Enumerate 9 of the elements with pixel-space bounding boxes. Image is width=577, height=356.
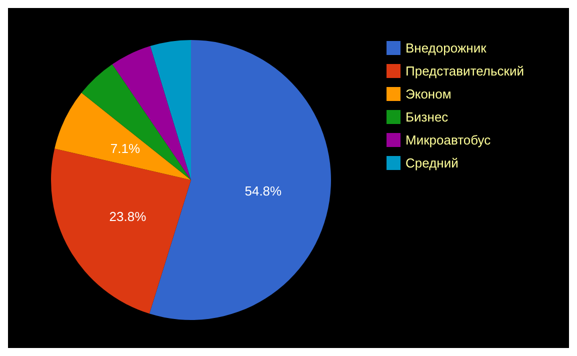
legend-label: Микроавтобус	[406, 132, 492, 148]
legend-label: Внедорожник	[406, 40, 487, 56]
legend-label: Бизнес	[406, 110, 449, 124]
data-label: 54.8%	[244, 183, 282, 198]
data-label: 7.1%	[110, 140, 140, 156]
data-label: 23.8%	[109, 208, 147, 224]
legend-label: Средний	[406, 156, 458, 170]
legend-label: Эконом	[406, 86, 452, 102]
legend-label: Представительский	[406, 64, 524, 78]
